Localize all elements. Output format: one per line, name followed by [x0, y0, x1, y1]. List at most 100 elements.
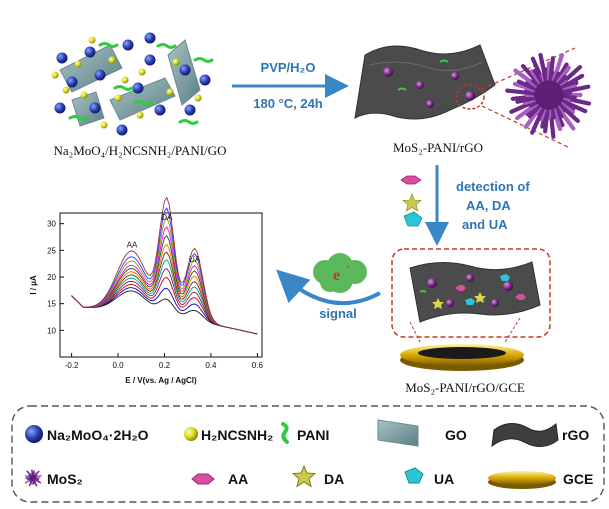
signal-arrow: [276, 269, 381, 306]
legend-label-3: GO: [445, 427, 467, 443]
blue-sphere-icon: [94, 69, 106, 81]
legend-label-2: PANI: [297, 427, 329, 443]
blue-sphere-icon: [66, 76, 78, 88]
yellow-sphere-icon: [194, 94, 202, 102]
legend-label-7: DA: [324, 471, 344, 487]
mos2-nanoflower-zoom: [505, 52, 592, 139]
blue-sphere-icon: [132, 82, 144, 94]
yellow-sphere-icon: [100, 121, 108, 129]
precursor-cluster: [51, 32, 214, 136]
yellow-sphere-icon: [172, 58, 180, 66]
x-tick-label: -0.2: [65, 361, 79, 370]
y-tick-label: 10: [47, 326, 56, 335]
blue-sphere-icon: [154, 104, 166, 116]
pani-icon: [113, 85, 134, 91]
arrow-condition-solvent: PVP/H₂O: [261, 60, 316, 75]
gce-disc: [400, 344, 524, 371]
x-tick-label: 0.2: [159, 361, 171, 370]
legend: Na₂MoO₄·2H₂O H₂NCSNH₂ PANI GO rGO MoS₂ A…: [24, 419, 593, 489]
legend-label-0: Na₂MoO₄·2H₂O: [47, 427, 149, 443]
arrow-condition-temp: 180 °C, 24h: [253, 96, 323, 111]
blue-sphere-icon: [89, 102, 101, 114]
blue-sphere-icon: [122, 39, 134, 51]
electrode-label: MoS₂-PANI/rGO/GCE: [405, 380, 525, 395]
yellow-sphere-icon: [121, 76, 129, 84]
legend-label-5: MoS₂: [47, 471, 83, 487]
star-icon: [291, 464, 317, 488]
yellow-sphere-icon: [138, 68, 146, 76]
detection-line-2: AA, DA: [466, 198, 511, 213]
ua-crystal-icon: [403, 211, 423, 227]
cyan-crystal-icon: [404, 467, 424, 484]
legend-label-1: H₂NCSNH₂: [201, 427, 273, 443]
yellow-sphere-icon: [136, 111, 144, 119]
dpv-series-line: [71, 259, 258, 335]
x-tick-label: 0.4: [205, 361, 217, 370]
x-axis-label: E / V(vs. Ag / AgCl): [125, 376, 197, 385]
chart-frame: [59, 212, 263, 358]
go-sheet-icon: [377, 419, 419, 447]
peak-label: AA: [127, 241, 138, 250]
product-label: MoS₂-PANI/rGO: [393, 140, 483, 155]
dpv-series-line: [71, 251, 258, 335]
blue-sphere-icon: [199, 74, 211, 86]
yellow-sphere-icon: [80, 91, 88, 99]
pani-icon: [133, 100, 154, 106]
peak-label: UA: [189, 255, 201, 264]
yellow-sphere-icon: [88, 36, 96, 44]
electron-symbol: e: [333, 267, 340, 284]
pani-icon: [98, 42, 119, 48]
pink-hexagon-icon: [191, 473, 215, 485]
detection-line-1: detection of: [456, 179, 530, 194]
electrode-zoom-box: [391, 248, 551, 338]
legend-label-8: UA: [434, 471, 454, 487]
dpv-series-line: [71, 234, 258, 335]
y-axis-label: I / µA: [29, 275, 38, 295]
dpv-series-line: [71, 243, 258, 335]
da-star-icon: [402, 193, 422, 212]
legend-box: [11, 405, 605, 503]
aa-hexagon-icon: [400, 175, 422, 185]
legend-label-4: rGO: [562, 427, 589, 443]
blue-sphere-icon: [56, 52, 68, 64]
precursor-label: Na₂MoO₄/H₂NCSNH₂/PANI/GO: [54, 143, 227, 158]
zoom-circle: [455, 84, 485, 110]
yellow-sphere-icon: [114, 94, 122, 102]
electrode-surface: [409, 261, 541, 323]
y-tick-label: 20: [47, 273, 56, 282]
mos2-flower-icon: [24, 469, 42, 487]
signal-label: signal: [319, 306, 357, 321]
pani-icon: [178, 119, 199, 125]
y-tick-label: 30: [47, 220, 56, 229]
electrode-zoom-line-right: [504, 317, 521, 343]
yellow-sphere-icon: [184, 427, 198, 441]
electron-charge: -: [346, 259, 350, 273]
dpv-series-line: [71, 217, 258, 335]
go-sheet-2: [109, 77, 176, 121]
mos2-panirgo-sheet: [354, 44, 496, 120]
pani-icon: [156, 43, 177, 49]
blue-sphere-icon: [84, 46, 96, 58]
y-tick-label: 25: [47, 246, 56, 255]
yellow-sphere-icon: [51, 71, 59, 79]
rgo-sheet-icon: [491, 423, 559, 448]
x-tick-label: 0.0: [112, 361, 124, 370]
yellow-sphere-icon: [108, 56, 116, 64]
dpv-series-line: [71, 196, 258, 335]
blue-sphere-icon: [184, 104, 196, 116]
yellow-sphere-icon: [62, 86, 70, 94]
yellow-sphere-icon: [74, 60, 82, 68]
blue-sphere-icon: [179, 64, 191, 76]
blue-sphere-icon: [116, 124, 128, 136]
dpv-series-line: [71, 287, 258, 335]
pani-icon: [68, 115, 89, 121]
dpv-series-line: [71, 207, 258, 335]
peak-label: DA: [161, 213, 173, 222]
pani-icon: [193, 57, 214, 63]
y-tick-label: 15: [47, 300, 56, 309]
green-squiggle-icon: [281, 422, 289, 444]
yellow-sphere-icon: [166, 88, 174, 96]
x-tick-label: 0.6: [252, 361, 264, 370]
